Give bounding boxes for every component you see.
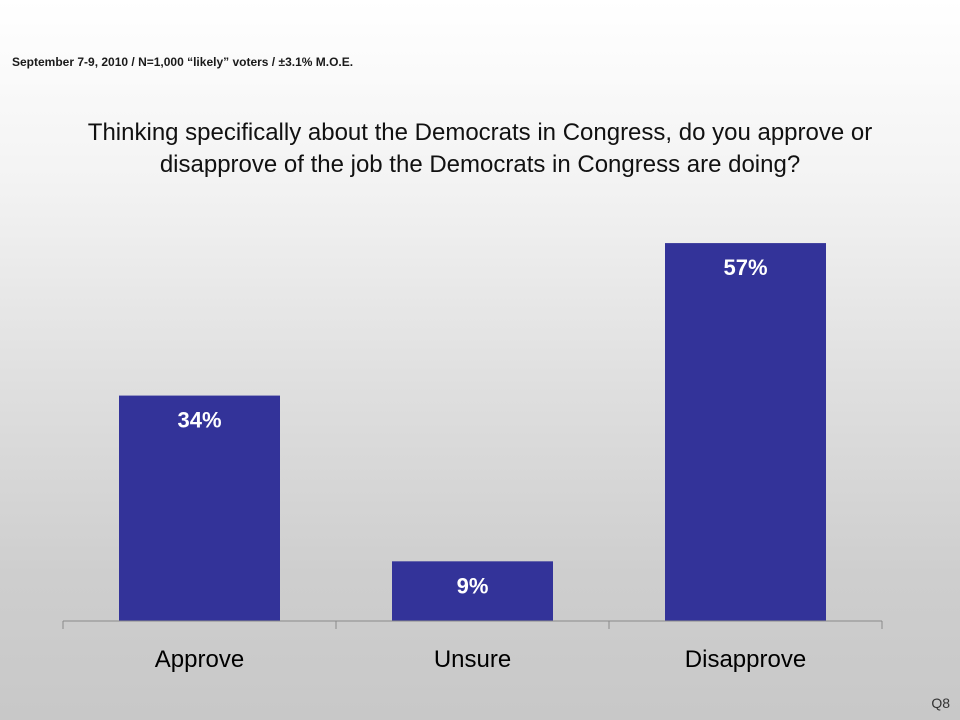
question-code: Q8 — [931, 695, 950, 711]
bar-unsure — [392, 561, 553, 621]
bar-disapprove — [665, 243, 826, 621]
question-line-2: disapprove of the job the Democrats in C… — [159, 151, 801, 178]
question-text: Thinking specifically about the Democrat… — [20, 117, 940, 181]
survey-subtitle: September 7-9, 2010 / N=1,000 “likely” v… — [12, 55, 354, 69]
category-label-unsure: Unsure — [434, 646, 511, 673]
category-label-disapprove: Disapprove — [685, 646, 806, 673]
question-line-1: Thinking specifically about the Democrat… — [87, 119, 873, 146]
data-label-disapprove: 57% — [723, 255, 767, 280]
data-label-approve: 34% — [177, 408, 221, 433]
category-label-approve: Approve — [155, 646, 244, 673]
data-label-unsure: 9% — [457, 573, 489, 598]
bar-approve — [119, 395, 280, 621]
